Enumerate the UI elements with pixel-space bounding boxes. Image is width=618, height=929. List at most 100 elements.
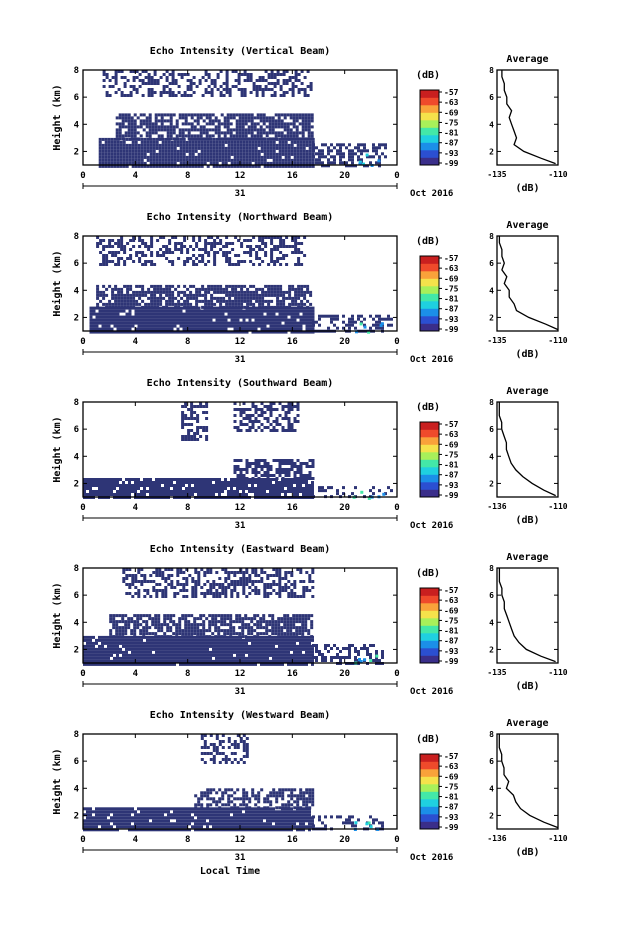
echo-cell — [251, 484, 254, 487]
echo-cell — [124, 125, 128, 129]
echo-cell — [128, 653, 131, 657]
echo-cell — [284, 411, 288, 414]
echo-cell — [287, 638, 290, 642]
echo-cell — [295, 116, 299, 120]
echo-cell — [239, 309, 243, 313]
echo-cell — [191, 146, 195, 150]
echo-cell — [302, 158, 306, 162]
echo-cell — [290, 423, 294, 426]
echo-cell — [199, 435, 203, 438]
echo-cell — [202, 131, 206, 135]
echo-cell — [212, 164, 216, 168]
echo-cell — [238, 134, 242, 138]
echo-cell — [167, 656, 170, 660]
echo-cell — [210, 248, 214, 251]
echo-cell — [207, 299, 211, 303]
echo-cell — [102, 254, 106, 257]
echo-cell — [259, 617, 263, 621]
echo-cell — [172, 623, 176, 627]
echo-cell — [167, 318, 171, 322]
echo-cell — [142, 128, 146, 132]
x-tick-label: 4 — [133, 503, 139, 513]
echo-cell — [174, 296, 178, 300]
echo-cell — [266, 638, 269, 642]
echo-cell — [270, 287, 274, 291]
echo-cell — [278, 656, 281, 660]
echo-cell — [310, 131, 314, 135]
echo-cell — [197, 164, 201, 168]
echo-cell — [287, 481, 290, 484]
echo-cell — [216, 76, 220, 79]
echo-cell — [378, 317, 381, 321]
echo-cell — [206, 321, 210, 325]
echo-cell — [305, 484, 308, 487]
echo-cell — [127, 623, 131, 627]
echo-cell — [272, 487, 275, 490]
echo-cell — [299, 149, 303, 153]
echo-cell — [234, 290, 238, 294]
echo-cell — [248, 161, 252, 165]
echo-cell — [299, 656, 302, 660]
echo-cell — [299, 490, 302, 493]
echo-cell — [254, 474, 258, 477]
echo-cell — [267, 284, 271, 288]
echo-cell — [170, 647, 173, 651]
echo-cell — [83, 484, 86, 487]
echo-cell — [278, 143, 282, 147]
echo-cell — [192, 91, 196, 94]
echo-cell — [161, 161, 165, 165]
echo-cell — [155, 638, 158, 642]
echo-cell — [98, 146, 102, 150]
echo-cell — [233, 659, 236, 663]
echo-cell — [281, 641, 284, 645]
echo-cell — [327, 486, 330, 490]
echo-cell — [232, 134, 236, 138]
echo-cell — [96, 236, 100, 239]
echo-cell — [195, 287, 199, 291]
echo-cell — [137, 164, 141, 168]
echo-cell — [257, 481, 260, 484]
echo-cell — [155, 481, 158, 484]
echo-cell — [199, 131, 203, 135]
y-tick-label: 6 — [74, 425, 79, 435]
echo-cell — [219, 302, 223, 306]
echo-cell — [96, 242, 100, 245]
echo-cell — [281, 312, 285, 316]
echo-cell — [279, 287, 283, 291]
echo-cell — [155, 656, 158, 660]
echo-cell — [250, 137, 254, 141]
echo-cell — [201, 287, 205, 291]
echo-cell — [197, 650, 200, 654]
echo-cell — [277, 134, 281, 138]
echo-cell — [207, 76, 211, 79]
echo-cell — [258, 88, 262, 91]
echo-cell — [188, 327, 192, 331]
echo-cell — [185, 315, 189, 319]
echo-cell — [233, 465, 237, 468]
echo-cell — [290, 490, 293, 493]
echo-cell — [166, 623, 170, 627]
echo-cell — [381, 152, 384, 156]
echo-cell — [224, 315, 228, 319]
echo-cell — [242, 653, 245, 657]
echo-cell — [222, 290, 226, 294]
echo-cell — [330, 155, 333, 159]
echo-cell — [251, 638, 254, 642]
echo-cell — [307, 113, 311, 117]
echo-cell — [311, 164, 315, 168]
echo-cell — [294, 70, 298, 73]
echo-cell — [284, 405, 288, 408]
echo-cell — [119, 158, 123, 162]
echo-cell — [156, 239, 160, 242]
echo-cell — [157, 137, 161, 141]
echo-cell — [275, 487, 278, 490]
echo-cell — [215, 321, 219, 325]
echo-cell — [260, 662, 263, 666]
colorbar-tick-label: -69 — [444, 274, 459, 283]
echo-cell — [275, 481, 278, 484]
echo-cell — [287, 161, 291, 165]
echo-cell — [104, 484, 107, 487]
echo-cell — [152, 318, 156, 322]
echo-cell — [191, 650, 194, 654]
echo-cell — [209, 641, 212, 645]
